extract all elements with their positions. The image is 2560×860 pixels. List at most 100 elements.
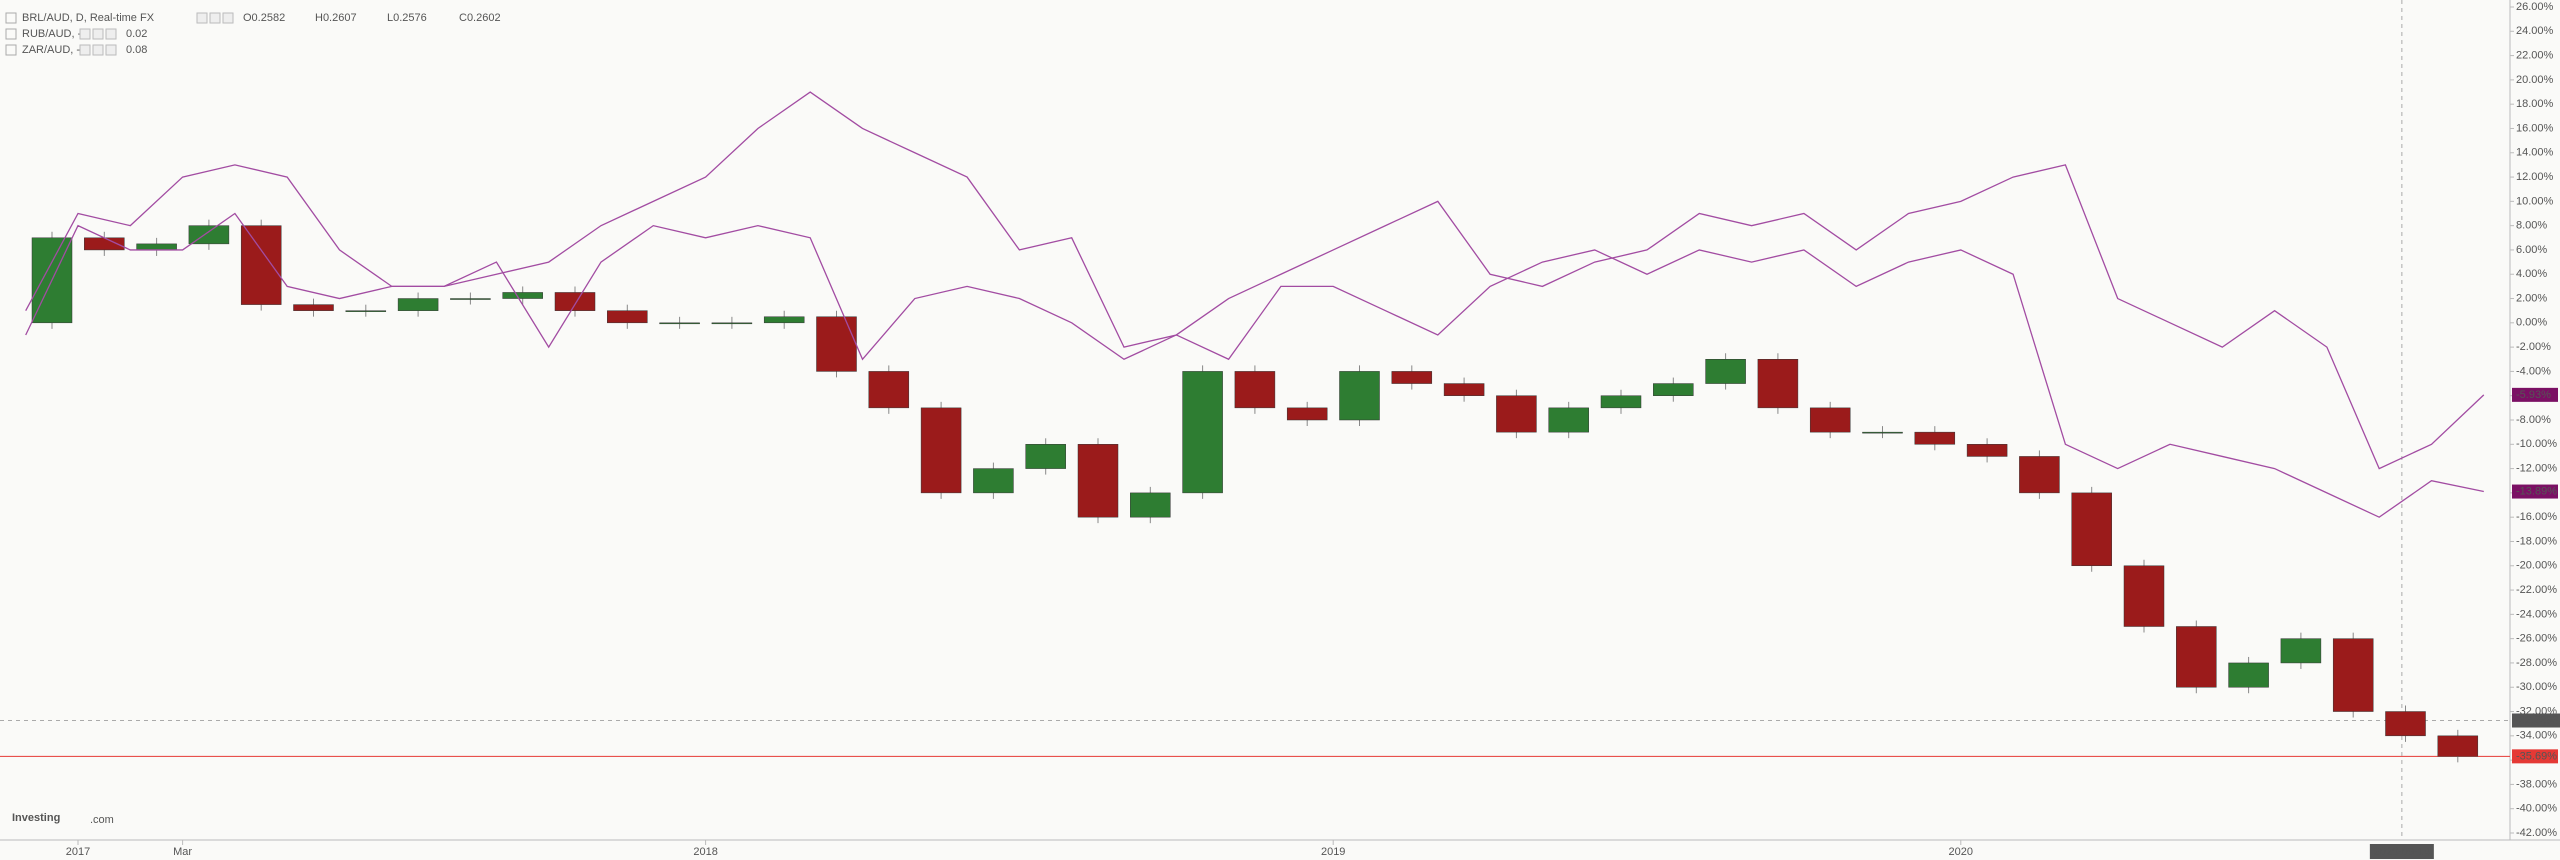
candle-body [2228,662,2269,688]
y-tick-label: -20.00% [2516,560,2557,572]
legend-icon [105,28,117,40]
last-value-tag [2512,387,2558,402]
crosshair-y-label: -32.7393 [2515,714,2558,726]
candle-body [1914,431,1956,445]
legend-icon [92,44,104,56]
y-tick-label: -40.00% [2516,803,2557,815]
price-tag [2512,749,2558,764]
last-value-label: -5.93% [2516,389,2551,401]
y-tick-label: 14.00% [2516,147,2554,159]
y-tick-label: -26.00% [2516,633,2557,645]
candle-body [1234,371,1276,409]
y-tick-label: -30.00% [2516,681,2557,693]
candle-body [240,225,282,305]
y-tick-label: -18.00% [2516,535,2557,547]
candle-body [1809,407,1851,433]
y-tick-label: 12.00% [2516,171,2554,183]
candle-body [1025,444,1066,469]
y-tick-label: 2.00% [2516,292,2547,304]
candle-body [1339,371,1380,421]
legend-name: ZAR/AUD, - [22,44,80,56]
candle-body [659,322,700,325]
legend-icon [209,12,221,24]
candle-body [763,316,805,324]
legend-field: O0.2582 [243,12,285,24]
legend-icon [105,44,117,56]
candle-body [293,304,334,311]
candle-body [1496,395,1537,433]
candle-body [816,316,857,372]
candle-body [345,310,387,312]
candle-body [1077,444,1119,518]
candle-body [868,371,910,409]
candle-body [1966,444,2008,457]
series-line [25,212,2484,518]
candle-body [1653,383,1694,396]
x-tick-label: 2020 [1949,846,1973,858]
candle-body [1757,359,1799,409]
candle-body [920,407,962,494]
legend-row: RUB/AUD, - 0.02 [5,28,147,40]
y-tick-label: -28.00% [2516,657,2557,669]
y-tick-label: 6.00% [2516,244,2547,256]
y-tick-label: 4.00% [2516,268,2547,280]
legend-toggle [5,28,17,40]
y-tick-label: -42.00% [2516,827,2557,839]
candle-body [2071,492,2112,567]
price-label: -35.69% [2516,750,2557,762]
candle-body [711,322,753,325]
y-tick-label: -12.00% [2516,462,2557,474]
candle-body [1443,383,1485,396]
y-tick-label: 26.00% [2516,1,2554,13]
legend-toggle [5,44,17,56]
candle-body [2332,638,2374,712]
legend-field: C0.2602 [459,12,501,24]
candle-body [973,468,1014,494]
candle-body [2123,565,2165,627]
legend-toggle [5,12,17,24]
candle-body [554,292,596,311]
legend-icon [79,44,91,56]
x-tick-label: 2018 [693,846,717,858]
last-value-label: -13.89% [2516,485,2557,497]
candle-body [2019,456,2060,494]
candle-body [502,292,543,299]
candle-body [2280,638,2322,664]
y-tick-label: 24.00% [2516,25,2554,37]
candle-body [397,298,439,311]
candle-body [1391,371,1433,384]
candle-body [136,243,177,251]
candle-body [1548,407,1589,433]
candle-body [2385,711,2426,737]
legend-icon [79,28,91,40]
candle-body [2176,626,2217,688]
y-tick-label: 8.00% [2516,220,2547,232]
logo-suffix: .com [90,814,114,826]
candle-body [1286,407,1328,421]
candle-body [607,310,648,324]
y-tick-label: 22.00% [2516,49,2554,61]
last-value-tag [2512,484,2558,499]
y-tick-label: 18.00% [2516,98,2554,110]
candle-body [1130,492,1171,518]
candle-body [450,298,491,300]
x-tick-label: 2019 [1321,846,1345,858]
legend-row: ZAR/AUD, - 0.08 [5,44,147,56]
y-tick-label: -24.00% [2516,608,2557,620]
crosshair-y-tag [2512,713,2560,728]
candle-body [1600,395,1642,409]
legend-field: L0.2576 [387,12,427,24]
x-tick-label: 2017 [66,846,90,858]
legend-icon [222,12,234,24]
legend-icon [196,12,208,24]
y-tick-label: -16.00% [2516,511,2557,523]
y-tick-label: 10.00% [2516,195,2554,207]
candle-body [2437,735,2479,757]
legend-row: BRL/AUD, D, Real-time FX O0.2582 H0.2607 L0… [5,12,501,24]
y-tick-label: -4.00% [2516,365,2551,377]
legend-icon [92,28,104,40]
legend-field: 0.02 [126,28,147,40]
crosshair-x-label: 2020-09-14 [2374,846,2430,858]
